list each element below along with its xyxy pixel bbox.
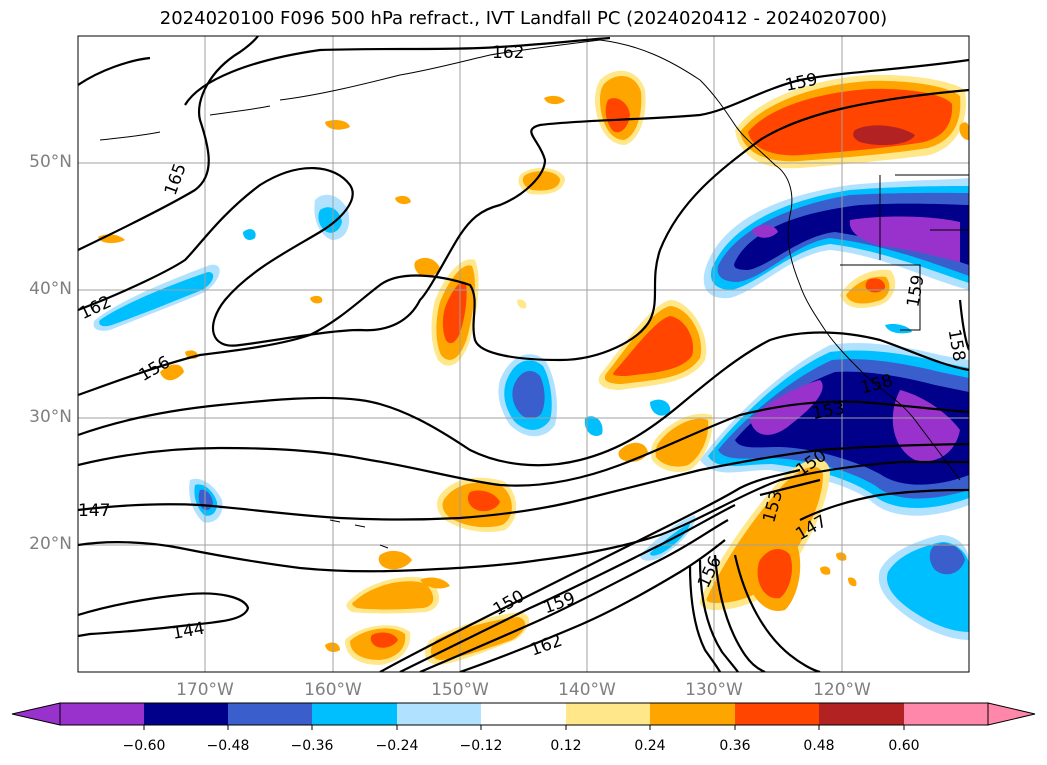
lon-label: 120°W xyxy=(813,680,871,700)
colorbar-tick: −0.48 xyxy=(206,738,250,754)
shaded-fields xyxy=(93,70,969,665)
lat-label: 40°N xyxy=(29,279,72,299)
colorbar-tick: 0.12 xyxy=(550,738,582,754)
lat-label: 20°N xyxy=(29,534,72,554)
colorbar xyxy=(11,702,1036,730)
lat-label: 30°N xyxy=(29,407,72,427)
lon-label: 140°W xyxy=(558,680,616,700)
lon-label: 150°W xyxy=(431,680,489,700)
contours xyxy=(78,36,969,672)
colorbar-tick: −0.12 xyxy=(459,738,503,754)
colorbar-tick: −0.36 xyxy=(290,738,334,754)
colorbar-tick: 0.24 xyxy=(634,738,666,754)
negative-anomaly-pacific xyxy=(93,194,912,523)
contour-label: 147 xyxy=(78,501,110,521)
colorbar-bin xyxy=(735,703,819,725)
negative-anomaly-coast xyxy=(703,178,969,299)
colorbar-tick: 0.36 xyxy=(719,738,751,754)
map-frame xyxy=(77,35,970,673)
colorbar-bin xyxy=(819,703,904,725)
lon-label: 170°W xyxy=(176,680,234,700)
colorbar-bin xyxy=(650,703,735,725)
positive-anomaly-north xyxy=(98,70,966,244)
colorbar-bin xyxy=(566,703,650,725)
lon-label: 160°W xyxy=(304,680,362,700)
colorbar-bin xyxy=(904,703,988,725)
contour-label: 162 xyxy=(492,43,524,63)
colorbar-bin xyxy=(397,703,481,725)
negative-anomaly-sw xyxy=(700,343,969,516)
colorbar-tick: −0.60 xyxy=(122,738,166,754)
colorbar-tick: 0.60 xyxy=(888,738,920,754)
positive-anomaly-central xyxy=(160,257,896,390)
colorbar-bin xyxy=(312,703,397,725)
colorbar-bin xyxy=(481,703,566,725)
coastlines xyxy=(99,39,969,549)
map-title: 2024020100 F096 500 hPa refract., IVT La… xyxy=(159,8,888,29)
lon-label: 130°W xyxy=(685,680,743,700)
colorbar-extend-low xyxy=(11,702,61,726)
colorbar-bin xyxy=(60,703,144,725)
lat-label: 50°N xyxy=(29,152,72,172)
colorbar-bin xyxy=(228,703,312,725)
colorbar-tick: −0.24 xyxy=(375,738,419,754)
colorbar-bin xyxy=(144,703,228,725)
colorbar-extend-high xyxy=(987,702,1036,726)
colorbar-tick: 0.48 xyxy=(803,738,835,754)
